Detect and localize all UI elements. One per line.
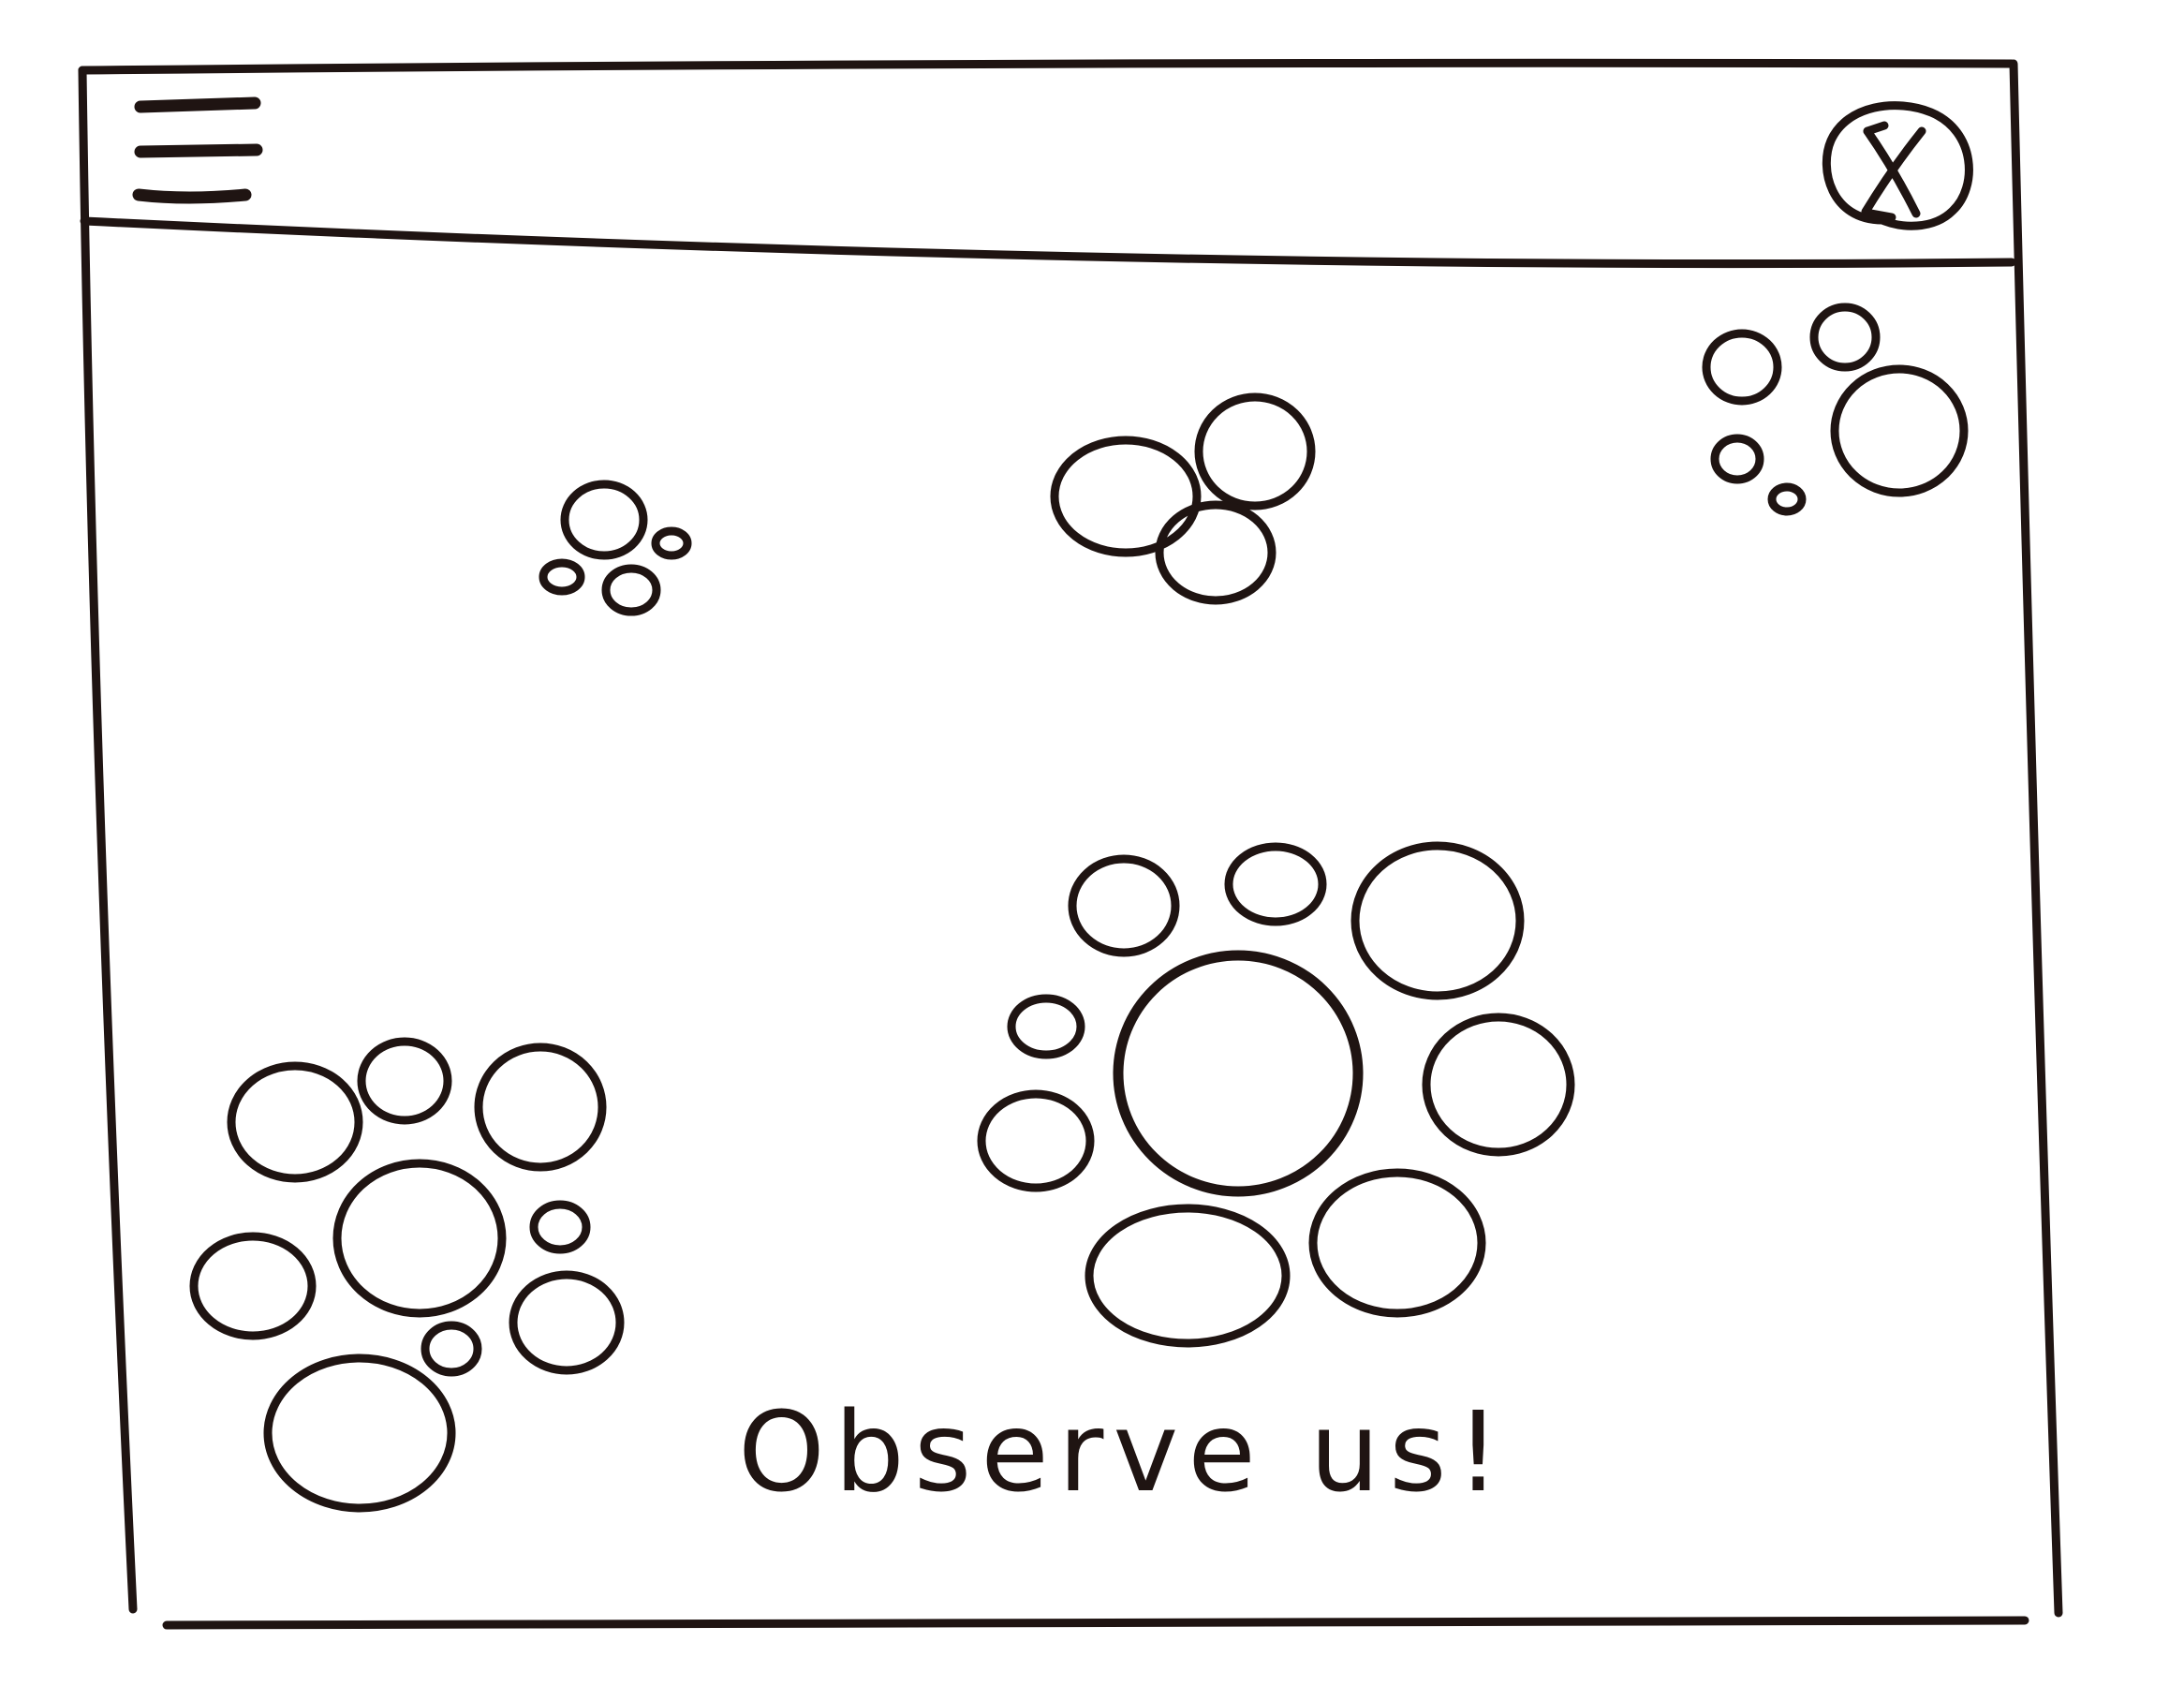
close-circle-icon bbox=[1822, 101, 1973, 230]
caption-text: Observe us! bbox=[738, 1387, 1510, 1516]
bubble-cluster-small bbox=[539, 480, 692, 616]
bubble-cluster-top-center bbox=[1050, 392, 1316, 605]
title-bar-divider bbox=[80, 216, 2016, 269]
menu-button[interactable] bbox=[124, 94, 273, 215]
bubble-cluster-bottom-left bbox=[189, 1037, 625, 1513]
window-frame bbox=[78, 58, 2063, 1630]
bubble-cluster-bottom-center bbox=[977, 841, 1575, 1348]
close-button[interactable] bbox=[1808, 103, 1976, 244]
hamburger-menu-icon bbox=[132, 96, 263, 204]
bubble-cluster-top-right bbox=[1702, 303, 1969, 516]
